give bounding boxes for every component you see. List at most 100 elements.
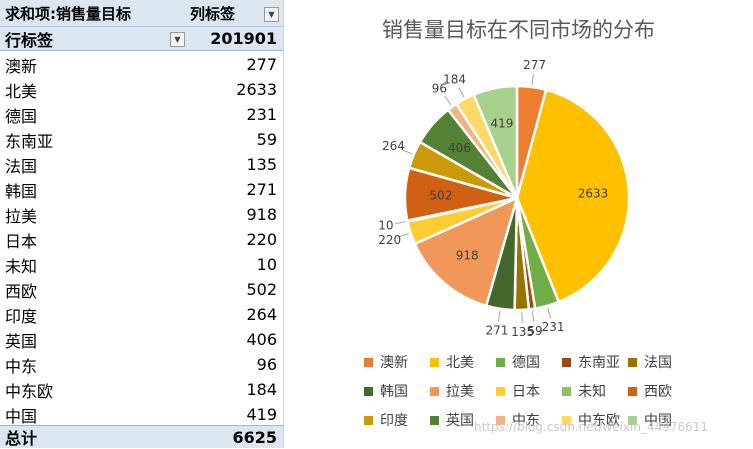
legend-label: 北美 — [446, 352, 474, 372]
legend-item[interactable]: 日本 — [496, 381, 540, 401]
table-row[interactable]: 德国 231 — [0, 102, 283, 127]
legend-swatch — [628, 387, 637, 396]
column-labels-header: 列标签 — [190, 0, 235, 26]
legend-item[interactable]: 印度 — [364, 410, 408, 430]
row-label: 北美 — [5, 77, 37, 102]
data-label: 184 — [443, 72, 466, 86]
legend-swatch — [430, 358, 439, 367]
row-value: 135 — [246, 152, 277, 177]
row-value: 264 — [246, 302, 277, 327]
legend-swatch — [430, 387, 439, 396]
row-label: 拉美 — [5, 202, 37, 227]
table-row[interactable]: 中东欧 184 — [0, 377, 283, 402]
legend-item[interactable]: 未知 — [562, 381, 606, 401]
data-label: 10 — [378, 219, 393, 233]
data-label: 135 — [511, 325, 534, 339]
data-label: 406 — [448, 141, 471, 155]
row-label: 澳新 — [5, 52, 37, 77]
table-row[interactable]: 韩国 271 — [0, 177, 283, 202]
chevron-down-icon: ▼ — [268, 10, 274, 19]
legend-swatch — [364, 416, 373, 425]
row-label: 法国 — [5, 152, 37, 177]
data-label: 264 — [382, 139, 405, 153]
table-row[interactable]: 日本 220 — [0, 227, 283, 252]
legend-label: 德国 — [512, 352, 540, 372]
pivot-header-row: 求和项:销售量目标 列标签 ▼ — [0, 0, 283, 27]
data-label: 277 — [523, 58, 546, 72]
legend-swatch — [364, 387, 373, 396]
leader-line — [445, 96, 451, 105]
legend-item[interactable]: 韩国 — [364, 381, 408, 401]
row-label: 中东 — [5, 352, 37, 377]
row-value: 10 — [257, 252, 277, 277]
legend-label: 韩国 — [380, 381, 408, 401]
row-label: 韩国 — [5, 177, 37, 202]
column-filter-dropdown[interactable]: ▼ — [264, 7, 279, 22]
table-row[interactable]: 法国 135 — [0, 152, 283, 177]
row-label: 英国 — [5, 327, 37, 352]
row-value: 96 — [257, 352, 277, 377]
leader-line — [498, 311, 500, 322]
table-row[interactable]: 北美 2633 — [0, 77, 283, 102]
row-value: 220 — [246, 227, 277, 252]
row-value: 184 — [246, 377, 277, 402]
total-value: 6625 — [232, 426, 277, 448]
row-label: 德国 — [5, 102, 37, 127]
legend-swatch — [562, 358, 571, 367]
data-label: 271 — [486, 323, 509, 337]
row-label: 日本 — [5, 227, 37, 252]
column-value-header: 201901 — [210, 27, 277, 50]
data-label: 2633 — [578, 186, 609, 200]
leader-line — [548, 308, 551, 319]
table-row[interactable]: 英国 406 — [0, 327, 283, 352]
chevron-down-icon: ▼ — [174, 35, 180, 44]
legend-label: 拉美 — [446, 381, 474, 401]
row-value: 2633 — [236, 77, 277, 102]
legend-item[interactable]: 西欧 — [628, 381, 672, 401]
data-label: 918 — [456, 249, 479, 263]
legend-label: 英国 — [446, 410, 474, 430]
total-label: 总计 — [5, 426, 37, 448]
legend-item[interactable]: 东南亚 — [562, 352, 620, 372]
legend-swatch — [628, 358, 637, 367]
table-row[interactable]: 拉美 918 — [0, 202, 283, 227]
legend-item[interactable]: 德国 — [496, 352, 540, 372]
legend-label: 东南亚 — [578, 352, 620, 372]
data-label: 231 — [542, 320, 565, 334]
table-row[interactable]: 未知 10 — [0, 252, 283, 277]
legend-item[interactable]: 澳新 — [364, 352, 408, 372]
legend-swatch — [496, 358, 505, 367]
row-label: 中东欧 — [5, 377, 53, 402]
pivot-subheader-row: 行标签 ▼ 201901 — [0, 27, 283, 51]
legend-label: 澳新 — [380, 352, 408, 372]
row-value: 406 — [246, 327, 277, 352]
legend-item[interactable]: 北美 — [430, 352, 474, 372]
row-value: 502 — [246, 277, 277, 302]
legend-swatch — [496, 387, 505, 396]
legend-swatch — [562, 387, 571, 396]
row-label: 东南亚 — [5, 127, 53, 152]
row-label: 未知 — [5, 252, 37, 277]
sum-field-label: 求和项:销售量目标 — [5, 0, 131, 26]
row-value: 231 — [246, 102, 277, 127]
data-label: 419 — [491, 116, 514, 130]
legend-label: 未知 — [578, 381, 606, 401]
legend-label: 法国 — [644, 352, 672, 372]
row-filter-dropdown[interactable]: ▼ — [170, 32, 185, 47]
legend-label: 日本 — [512, 381, 540, 401]
legend-item[interactable]: 拉美 — [430, 381, 474, 401]
leader-line — [459, 87, 464, 97]
table-row[interactable]: 中东 96 — [0, 352, 283, 377]
legend-item[interactable]: 英国 — [430, 410, 474, 430]
row-value: 918 — [246, 202, 277, 227]
row-value: 271 — [246, 177, 277, 202]
legend-item[interactable]: 法国 — [628, 352, 672, 372]
legend-label: 西欧 — [644, 381, 672, 401]
